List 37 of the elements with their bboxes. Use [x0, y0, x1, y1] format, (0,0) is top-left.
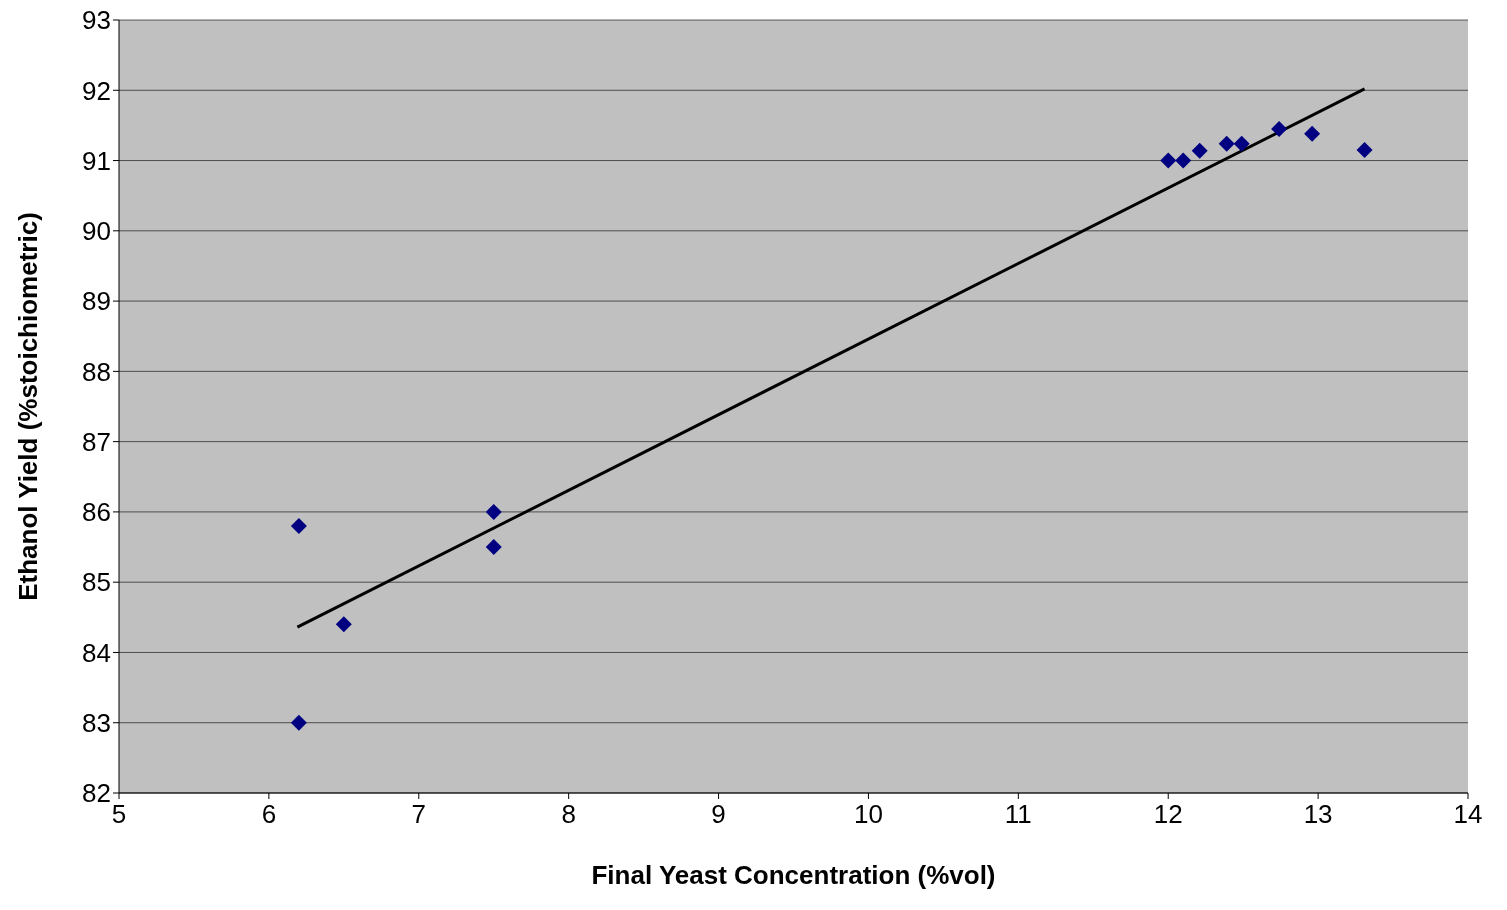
- point: [290, 714, 307, 731]
- x-tick-label: 14: [1453, 799, 1483, 830]
- y-tick-label: 89: [82, 286, 111, 317]
- point: [1175, 152, 1192, 169]
- point: [1218, 135, 1235, 152]
- y-tick-label: 83: [82, 707, 111, 738]
- y-axis-title: Ethanol Yield (%stoichiometric): [13, 212, 44, 601]
- point: [1233, 135, 1250, 152]
- point: [485, 503, 502, 520]
- y-tick-label: 92: [82, 75, 111, 106]
- x-tick-label: 13: [1303, 799, 1333, 830]
- y-tick-label: 90: [82, 216, 111, 247]
- y-tick-label: 84: [82, 637, 111, 668]
- x-tick-label: 8: [561, 799, 576, 830]
- x-tick-label: 6: [261, 799, 277, 830]
- point: [1304, 125, 1321, 142]
- point: [1356, 142, 1373, 158]
- point: [1160, 152, 1177, 169]
- x-tick-label: 10: [853, 799, 883, 830]
- point: [1271, 120, 1288, 137]
- x-tick-label: 9: [711, 799, 726, 830]
- y-tick-label: 87: [82, 426, 111, 457]
- y-tick-label: 82: [82, 778, 111, 809]
- y-tick-label: 86: [82, 497, 111, 528]
- point: [1191, 142, 1208, 159]
- x-tick-label: 7: [411, 799, 427, 830]
- point: [335, 616, 352, 633]
- point: [290, 517, 307, 534]
- y-tick-label: 88: [82, 356, 111, 387]
- x-tick-label: 11: [1004, 799, 1032, 830]
- point: [485, 539, 502, 556]
- x-tick-label: 12: [1153, 799, 1183, 830]
- y-tick-label: 91: [82, 145, 111, 176]
- x-axis-title: Final Yeast Concentration (%vol): [591, 860, 996, 890]
- y-tick-label: 85: [82, 567, 111, 598]
- y-tick-label: 93: [82, 5, 111, 36]
- x-tick-label: 5: [111, 799, 127, 830]
